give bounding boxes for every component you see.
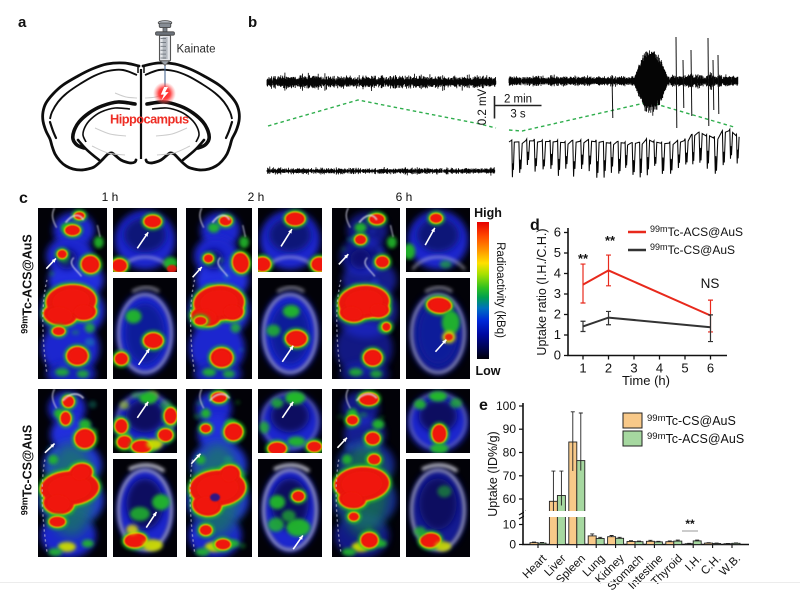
svg-text:70: 70 [503,469,517,483]
svg-text:90: 90 [503,422,517,436]
svg-text:4: 4 [554,266,561,281]
svg-text:Time (h): Time (h) [622,373,670,388]
svg-text:10: 10 [503,518,517,532]
svg-text:e: e [479,397,488,414]
svg-text:4: 4 [656,361,663,376]
svg-text:80: 80 [503,446,517,460]
svg-text:3: 3 [554,286,561,301]
svg-text:**: ** [605,233,616,248]
svg-text:1: 1 [554,327,561,342]
svg-text:99mTc-ACS@AuS: 99mTc-ACS@AuS [650,224,743,239]
svg-text:0: 0 [509,538,516,552]
svg-text:W.B.: W.B. [718,553,744,579]
svg-text:99mTc-CS@AuS: 99mTc-CS@AuS [647,413,736,428]
svg-text:NS: NS [701,276,720,291]
svg-text:Uptake (ID%/g): Uptake (ID%/g) [486,431,500,516]
svg-text:5: 5 [554,245,561,260]
svg-text:**: ** [685,517,695,531]
svg-text:6: 6 [554,225,561,240]
svg-text:0.2 mV: 0.2 mV [477,88,489,125]
svg-text:3 s: 3 s [510,109,526,121]
svg-text:60: 60 [503,492,517,506]
svg-text:100: 100 [496,399,516,413]
svg-text:99mTc-CS@AuS: 99mTc-CS@AuS [650,242,735,257]
svg-text:5: 5 [681,361,688,376]
svg-text:6: 6 [707,361,714,376]
svg-text:3: 3 [630,361,637,376]
svg-text:1: 1 [579,361,586,376]
svg-text:Uptake ratio (I.H./C.H.): Uptake ratio (I.H./C.H.) [535,228,549,355]
svg-text:99mTc-ACS@AuS: 99mTc-ACS@AuS [647,431,744,446]
svg-text:2: 2 [554,307,561,322]
svg-text:d: d [530,217,540,234]
svg-text:0: 0 [554,348,561,363]
svg-text:2: 2 [605,361,612,376]
svg-text:Kainate: Kainate [177,44,216,56]
svg-text:2 min: 2 min [504,94,532,106]
svg-text:Hippocampus: Hippocampus [110,112,189,127]
svg-text:**: ** [578,251,589,266]
